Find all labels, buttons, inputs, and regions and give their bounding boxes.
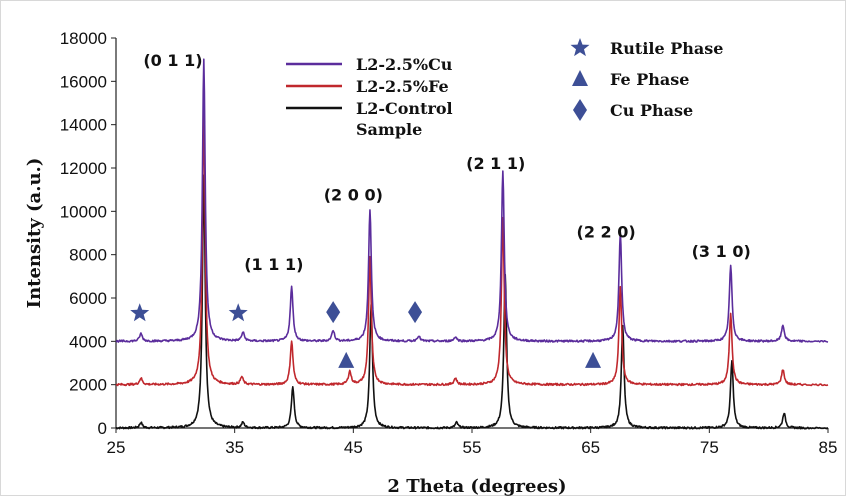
peak-label: (1 1 1) <box>244 255 303 274</box>
x-tick-label: 55 <box>463 438 482 457</box>
y-tick-label: 16000 <box>60 72 107 91</box>
y-tick-label: 0 <box>98 419 107 438</box>
legend-star-icon <box>570 38 590 57</box>
x-tick-label: 45 <box>344 438 363 457</box>
y-tick-label: 6000 <box>69 289 107 308</box>
legend-label-l2-2-5-cu: L2-2.5%Cu <box>356 55 453 74</box>
legend-label-rutile-phase: Rutile Phase <box>610 39 723 58</box>
y-axis-title: Intensity (a.u.) <box>24 158 45 309</box>
x-tick-label: 75 <box>700 438 719 457</box>
triangle-phase-marker <box>585 351 602 368</box>
x-tick-label: 85 <box>819 438 838 457</box>
star-phase-marker <box>228 303 248 322</box>
series-line-l2-control-sample <box>115 174 829 430</box>
peak-label: (2 0 0) <box>324 186 383 205</box>
y-tick-label: 4000 <box>69 332 107 351</box>
peak-label: (0 1 1) <box>143 51 202 70</box>
y-tick-label: 8000 <box>69 246 107 265</box>
y-tick-label: 18000 <box>60 29 107 48</box>
y-tick-label: 12000 <box>60 159 107 178</box>
legend-label-l2-control-sample: L2-Control Sample <box>356 99 453 139</box>
x-tick-label: 25 <box>107 438 126 457</box>
series-line-l2-2-5-fe <box>115 110 829 387</box>
peak-label: (2 2 0) <box>577 222 636 241</box>
y-tick-label: 10000 <box>60 202 107 221</box>
legend-diamond-icon <box>573 99 587 121</box>
diamond-phase-marker <box>326 301 341 324</box>
legend-label-fe-phase: Fe Phase <box>610 70 689 89</box>
diamond-phase-marker <box>408 301 423 324</box>
x-axis-title: 2 Theta (degrees) <box>387 476 566 496</box>
x-tick-label: 65 <box>581 438 600 457</box>
x-tick-label: 35 <box>225 438 244 457</box>
peak-label: (2 1 1) <box>466 154 525 173</box>
series-line-l2-2-5-cu <box>115 58 829 343</box>
star-phase-marker <box>130 303 150 322</box>
y-tick-label: 14000 <box>60 116 107 135</box>
legend-triangle-icon <box>572 70 588 86</box>
plot-area: 0 2000 4000 6000 8000 10000 12000 14000 16000 180… <box>60 29 838 457</box>
legend-label-l2-2-5-fe: L2-2.5%Fe <box>356 77 449 96</box>
legend-label-cu-phase: Cu Phase <box>610 101 693 120</box>
triangle-phase-marker <box>338 351 355 368</box>
y-tick-label: 2000 <box>69 376 107 395</box>
y-axis-title-group: Intensity (a.u.) <box>24 158 45 309</box>
peak-label: (3 1 0) <box>692 242 751 261</box>
